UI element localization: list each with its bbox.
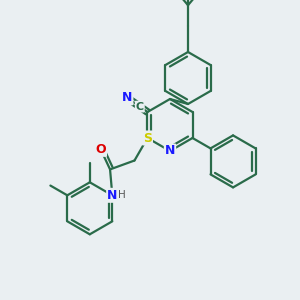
Text: O: O	[95, 143, 106, 156]
Text: C: C	[136, 102, 144, 112]
Text: H: H	[118, 190, 126, 200]
Text: N: N	[107, 189, 118, 202]
Text: S: S	[143, 131, 152, 145]
Text: N: N	[122, 91, 132, 104]
Text: N: N	[165, 145, 175, 158]
